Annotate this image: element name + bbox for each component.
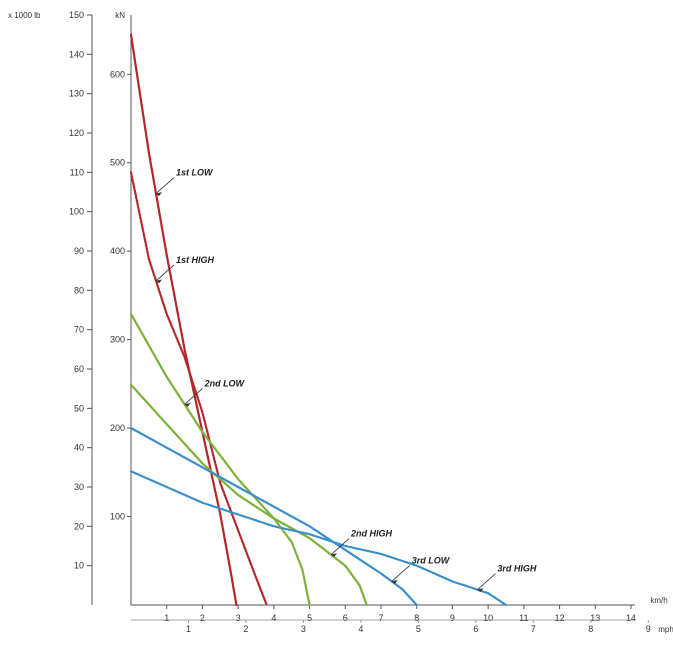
kmh-axis-unit: km/h [650, 596, 667, 605]
curve-label: 1st LOW [176, 168, 214, 178]
label-leader [184, 388, 203, 405]
kmh-tick-label: 4 [271, 613, 276, 623]
label-arrowhead [477, 588, 484, 593]
lb-tick-label: 70 [74, 325, 84, 335]
kn-tick-label: 400 [110, 246, 125, 256]
curve-labels: 1st LOW 1st HIGH 2nd LOW 2nd HIGH 3rd LOW 3rd… [155, 168, 537, 593]
kmh-tick-label: 1 [164, 613, 169, 623]
label-leader [155, 264, 175, 282]
label-leader [330, 538, 350, 555]
kmh-tick-label: 7 [378, 613, 383, 623]
curves [129, 33, 508, 607]
label-arrowhead [156, 192, 162, 197]
curve-label: 1st HIGH [176, 255, 215, 265]
mph-tick-label: 8 [588, 624, 593, 634]
mph-tick-label: 1 [186, 624, 191, 634]
lb-tick-label: 40 [74, 443, 84, 453]
lb-tick-label: 140 [69, 49, 84, 59]
curve-label: 2nd HIGH [350, 529, 393, 539]
curve-label: 3rd HIGH [497, 564, 537, 574]
series-3rd-low [129, 426, 418, 607]
lb-tick-label: 30 [74, 482, 84, 492]
kn-tick-label: 100 [110, 512, 125, 522]
lb-tick-label: 90 [74, 246, 84, 256]
lb-tick-label: 60 [74, 364, 84, 374]
kmh-tick-label: 10 [483, 613, 493, 623]
curve-label: 2nd LOW [204, 378, 246, 388]
kmh-tick-label: 13 [590, 613, 600, 623]
label-arrowhead [331, 553, 337, 558]
lb-tick-label: 150 [69, 10, 84, 20]
kmh-tick-label: 14 [626, 613, 636, 623]
lb-tick-label: 100 [69, 207, 84, 217]
kmh-tick-label: 8 [414, 613, 419, 623]
curve-label: 3rd LOW [412, 555, 451, 565]
kmh-tick-label: 2 [200, 613, 205, 623]
lb-axis-unit: x 1000 lb [8, 11, 41, 20]
mph-tick-label: 2 [243, 624, 248, 634]
label-leader [477, 573, 496, 590]
kmh-tick-label: 9 [450, 613, 455, 623]
label-leader [155, 177, 175, 194]
lb-tick-label: 110 [70, 167, 84, 177]
mph-tick-label: 4 [358, 624, 363, 634]
lb-tick-label: 130 [69, 89, 84, 99]
lb-tick-label: 10 [74, 561, 84, 571]
mph-tick-label: 9 [646, 624, 651, 634]
mph-tick-label: 7 [531, 624, 536, 634]
kmh-tick-label: 11 [519, 613, 528, 623]
kmh-tick-label: 6 [343, 613, 348, 623]
lb-tick-label: 80 [74, 285, 84, 295]
kn-tick-label: 600 [110, 69, 125, 79]
kn-tick-label: 200 [110, 423, 125, 433]
mph-tick-label: 6 [473, 624, 478, 634]
series-2nd-low [129, 312, 311, 607]
series-3rd-high [129, 470, 508, 607]
kn-tick-label: 500 [110, 158, 125, 168]
mph-tick-label: 5 [416, 624, 421, 634]
kn-axis-unit: kN [115, 11, 125, 20]
label-leader [391, 565, 410, 582]
kmh-tick-label: 12 [555, 613, 565, 623]
lb-tick-label: 120 [69, 128, 84, 138]
series-1st-high [129, 171, 268, 607]
mph-axis-unit: mph [658, 625, 673, 634]
label-arrowhead [184, 402, 191, 407]
label-arrowhead [391, 579, 398, 584]
kmh-tick-label: 5 [307, 613, 312, 623]
series-2nd-high [129, 383, 368, 607]
kmh-tick-label: 3 [236, 613, 241, 623]
lb-tick-label: 20 [74, 521, 84, 531]
mph-tick-label: 3 [301, 624, 306, 634]
label-arrowhead [156, 279, 162, 284]
lb-tick-label: 50 [74, 403, 84, 413]
series-1st-low [129, 33, 238, 607]
kn-tick-label: 300 [110, 335, 125, 345]
